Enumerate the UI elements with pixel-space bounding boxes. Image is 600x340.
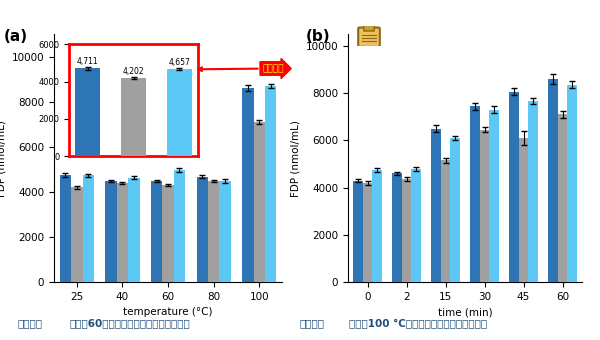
Text: 時間（60分）を一定にして温度を上げる: 時間（60分）を一定にして温度を上げる <box>69 318 190 328</box>
Bar <box>362 183 373 282</box>
Bar <box>162 185 174 282</box>
Bar <box>197 176 208 282</box>
Bar <box>401 180 412 282</box>
Bar <box>106 181 116 282</box>
Text: 4,202: 4,202 <box>122 67 145 75</box>
Bar <box>167 69 192 156</box>
Y-axis label: FDP (nmol/mL): FDP (nmol/mL) <box>0 120 6 197</box>
Text: 温度（100 °C）を一定にして時間を変える: 温度（100 °C）を一定にして時間を変える <box>349 318 487 328</box>
Bar <box>60 175 71 282</box>
Bar <box>83 175 94 282</box>
Bar <box>392 173 401 282</box>
Text: 4,711: 4,711 <box>77 57 98 66</box>
Bar <box>490 109 499 282</box>
Bar <box>71 187 83 282</box>
Text: 粉のまま: 粉のまま <box>300 318 325 328</box>
Bar <box>242 88 254 282</box>
Bar <box>412 169 421 282</box>
Y-axis label: FDP (nmol/mL): FDP (nmol/mL) <box>290 120 300 197</box>
Bar <box>529 101 538 282</box>
Bar <box>431 129 440 282</box>
Bar <box>518 138 529 282</box>
Bar <box>548 79 557 282</box>
Bar <box>220 181 231 282</box>
Bar <box>373 170 382 282</box>
Bar <box>568 85 577 282</box>
Bar <box>265 86 276 282</box>
Bar <box>440 160 451 282</box>
Bar <box>557 114 568 282</box>
X-axis label: time (min): time (min) <box>437 307 493 318</box>
Bar <box>121 78 146 156</box>
Bar <box>151 181 162 282</box>
Bar <box>128 178 139 282</box>
X-axis label: temperature (°C): temperature (°C) <box>123 307 213 318</box>
Text: 4,657: 4,657 <box>169 58 190 67</box>
Bar <box>75 68 100 156</box>
Bar <box>451 138 460 282</box>
Bar <box>174 170 185 282</box>
FancyBboxPatch shape <box>364 25 374 31</box>
Text: 高い値！: 高い値！ <box>199 64 284 73</box>
Bar <box>509 92 518 282</box>
Bar <box>470 106 479 282</box>
Text: 粉のまま: 粉のまま <box>18 318 43 328</box>
Bar <box>116 183 128 282</box>
Text: (a): (a) <box>4 29 28 44</box>
Text: (b): (b) <box>306 29 331 44</box>
Bar <box>353 181 362 282</box>
Bar <box>208 181 220 282</box>
Bar <box>254 122 265 282</box>
FancyBboxPatch shape <box>358 28 380 47</box>
Bar <box>479 130 490 282</box>
